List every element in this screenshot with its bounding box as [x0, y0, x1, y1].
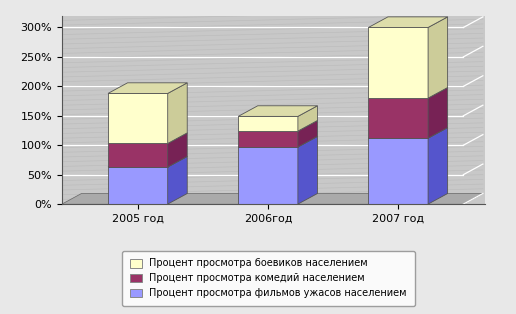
Polygon shape — [298, 106, 317, 131]
Polygon shape — [428, 88, 447, 138]
Polygon shape — [298, 136, 317, 204]
Bar — [238, 131, 298, 147]
Polygon shape — [238, 136, 317, 147]
Bar — [238, 116, 298, 131]
Polygon shape — [238, 106, 317, 116]
Legend: Процент просмотра боевиков населением, Процент просмотра комедий населением, Про: Процент просмотра боевиков населением, П… — [122, 251, 414, 306]
Polygon shape — [428, 17, 447, 98]
Polygon shape — [168, 83, 187, 143]
Bar — [108, 94, 168, 143]
Bar — [368, 28, 428, 98]
Polygon shape — [298, 121, 317, 147]
Bar — [368, 138, 428, 204]
Polygon shape — [368, 17, 447, 27]
Polygon shape — [168, 133, 187, 167]
Polygon shape — [62, 193, 483, 204]
Polygon shape — [108, 156, 187, 167]
Bar — [368, 98, 428, 138]
Polygon shape — [108, 133, 187, 143]
Bar — [108, 143, 168, 167]
Bar — [238, 147, 298, 204]
Polygon shape — [368, 88, 447, 98]
Polygon shape — [168, 156, 187, 204]
Polygon shape — [368, 127, 447, 138]
Polygon shape — [428, 127, 447, 204]
Polygon shape — [108, 83, 187, 94]
Bar — [108, 167, 168, 204]
Polygon shape — [238, 121, 317, 131]
